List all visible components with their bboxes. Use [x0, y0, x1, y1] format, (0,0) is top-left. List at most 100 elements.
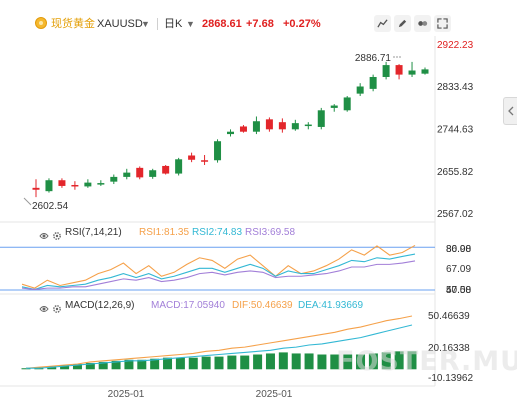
candlestick-series: [32, 61, 429, 198]
settings-gear-icon[interactable]: [52, 228, 62, 240]
macd-histogram-bar: [265, 353, 275, 370]
dif-value: DIF:50.46639: [232, 300, 293, 311]
candle-body: [110, 176, 118, 182]
period-dropdown-icon[interactable]: ▼: [186, 19, 195, 29]
macd-histogram-bar: [175, 357, 185, 370]
macd-histogram-bar: [278, 352, 288, 370]
rsi-line-1: [21, 244, 416, 289]
candle-body: [278, 122, 286, 130]
macd-histogram-bar: [317, 354, 327, 370]
candle-body: [304, 124, 312, 127]
macd-histogram-bar: [368, 353, 378, 370]
macd-histogram-bar: [163, 357, 173, 370]
fullscreen-icon[interactable]: [434, 15, 451, 32]
chart-toolbar: 现货黄金 XAUUSD ▼ 日K ▼ 2868.61 +7.68 +0.27%: [0, 0, 517, 32]
candle-body: [188, 155, 196, 160]
macd-histogram-bar: [188, 357, 198, 370]
candle-body: [239, 126, 247, 132]
symbol-dropdown-icon[interactable]: ▼: [141, 19, 150, 29]
candle-body: [123, 172, 131, 177]
macd-axis-tick: 50.46639: [428, 311, 470, 322]
symbol-name[interactable]: 现货黄金: [51, 18, 95, 30]
candle-body: [317, 110, 325, 127]
macd-histogram-bar: [227, 355, 237, 370]
macd-histogram-bar: [111, 360, 121, 370]
candle-body: [214, 141, 222, 161]
macd-histogram-bar: [85, 362, 95, 370]
dea-line: [26, 324, 413, 369]
candle-body: [175, 159, 183, 174]
rsi-axis-tick: 86.98: [446, 244, 471, 255]
price-axis-tick: 2744.63: [437, 124, 474, 135]
candle-body: [421, 69, 429, 74]
rsi-title: RSI(7,14,21): [65, 227, 122, 238]
candle-body: [343, 97, 351, 111]
macd-value: MACD:17.05940: [151, 300, 225, 311]
axis-labels: 2886.71 2602.54 2922.23 2833.43 2744.63 2655.…: [23, 40, 474, 400]
candle-body: [356, 86, 364, 94]
candle-body: [330, 105, 338, 108]
price-change-percent: +0.27%: [283, 18, 321, 30]
candle-body: [382, 65, 390, 77]
macd-histogram-bar: [124, 359, 134, 370]
rsi2-value: RSI2:74.83: [192, 227, 243, 238]
watermark-logo: FOSTER.MU: [336, 346, 517, 377]
high-price-label: 2886.71: [355, 53, 392, 64]
candle-body: [265, 119, 273, 130]
candle-body: [149, 170, 157, 177]
rsi-axis-tick: 80.00: [446, 244, 471, 255]
macd-histogram-bar: [330, 354, 340, 370]
candle-body: [408, 70, 416, 75]
candle-body: [32, 187, 40, 190]
symbol-code[interactable]: XAUUSD: [97, 18, 143, 30]
macd-histogram-bar: [343, 354, 353, 370]
macd-histogram-bar: [150, 358, 160, 370]
toolbar-divider: [157, 18, 158, 30]
hide-indicator-icon[interactable]: [39, 301, 49, 312]
price-axis-tick: 2833.43: [437, 82, 474, 93]
dea-value: DEA:41.93669: [298, 300, 364, 311]
candle-body: [227, 131, 234, 135]
side-panel-collapse-button[interactable]: [503, 97, 517, 125]
candle-body: [252, 121, 260, 132]
macd-histogram-bar: [407, 351, 417, 370]
candle-body: [201, 160, 209, 162]
pencil-tool-icon[interactable]: [394, 15, 411, 32]
gold-coin-icon: [35, 17, 47, 29]
settings-gear-icon[interactable]: [52, 301, 62, 313]
rsi-line-3: [21, 260, 416, 290]
candle-body: [58, 180, 66, 186]
rsi1-value: RSI1:81.35: [139, 227, 190, 238]
macd-histogram-bar: [98, 361, 108, 370]
candle-body: [291, 123, 299, 130]
hide-indicator-icon[interactable]: [39, 228, 49, 239]
price-axis-tick: 2655.82: [437, 167, 474, 178]
rsi-line-2: [21, 253, 416, 291]
macd-title: MACD(12,26,9): [65, 300, 135, 311]
candle-body: [395, 65, 403, 75]
indicator-tool-icon[interactable]: [414, 15, 431, 32]
price-axis-tick: 2922.23: [437, 40, 474, 51]
rsi-axis-tick: 50.00: [446, 285, 471, 296]
candle-body: [97, 183, 105, 185]
period-selector[interactable]: 日K: [164, 18, 183, 30]
candle-body: [45, 180, 53, 192]
rsi-axis-tick: 67.09: [446, 264, 471, 275]
macd-histogram-bar: [72, 364, 82, 370]
candle-body: [369, 76, 377, 89]
candle-body: [84, 182, 92, 187]
line-tool-icon[interactable]: [374, 15, 391, 32]
low-price-label: 2602.54: [32, 201, 69, 212]
macd-histogram-bar: [291, 353, 301, 370]
dif-line: [25, 315, 413, 369]
macd-histogram-bar: [60, 365, 70, 370]
time-axis-tick: 2025-01: [108, 389, 145, 400]
rsi-legend-icons: [39, 228, 62, 240]
candle-body: [162, 165, 170, 174]
price-axis-tick: 2567.02: [437, 209, 474, 220]
rsi3-value: RSI3:69.58: [245, 227, 296, 238]
macd-histogram-bar: [394, 351, 404, 370]
chart-grid: [0, 36, 436, 387]
